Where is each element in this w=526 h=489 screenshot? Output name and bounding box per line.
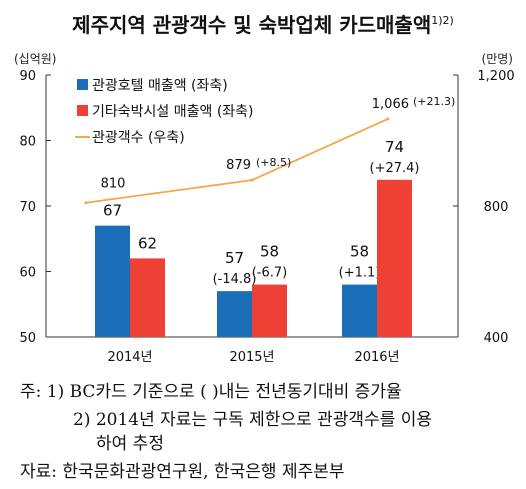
legend-label: 관광호텔 매출액 (좌축) — [92, 78, 228, 94]
line-label: 879 — [226, 158, 251, 173]
x-tick-label: 2016년 — [354, 350, 399, 365]
left-tick-label: 50 — [19, 331, 36, 346]
left-tick-label: 80 — [19, 135, 36, 150]
left-tick-label: 60 — [19, 266, 36, 281]
note-2: 2) 2014년 자료는 구독 제한으로 관광객수를 이용 — [73, 410, 433, 430]
line-label: 810 — [101, 177, 126, 192]
source-note: 자료: 한국문화관광연구원, 한국은행 제주본부 — [20, 462, 345, 482]
line-change-label: (+21.3) — [413, 95, 455, 108]
bar — [217, 291, 252, 337]
data-label: 62 — [138, 234, 157, 252]
data-label: 58 — [350, 243, 369, 261]
note-2-continued: 하여 추정 — [96, 434, 164, 454]
change-label: (+27.4) — [370, 161, 420, 176]
x-tick-label: 2014년 — [107, 350, 152, 365]
change-label: (-6.7) — [252, 266, 288, 281]
data-label: 58 — [260, 243, 279, 261]
right-tick-label: 800 — [484, 200, 509, 215]
line-point — [386, 117, 390, 121]
legend-label: 관광객수 (우축) — [92, 130, 185, 146]
change-label: (+1.1) — [339, 266, 381, 281]
data-label: 57 — [225, 249, 244, 267]
x-tick-label: 2015년 — [229, 350, 274, 365]
legend-swatch — [77, 79, 88, 90]
left-tick-label: 90 — [19, 69, 36, 84]
legend-swatch — [77, 105, 88, 116]
note-1: 주: 1) BC카드 기준으로 ( )내는 전년동기대비 증가율 — [20, 382, 402, 402]
chart: 제주지역 관광객수 및 숙박업체 카드매출액1)2) (십억원) (만명) 50 60 7… — [14, 13, 515, 365]
line-change-label: (+8.5) — [256, 156, 291, 169]
data-label: 74 — [385, 138, 404, 156]
line-point — [84, 201, 88, 205]
title-footnote-marker: 1)2) — [431, 14, 454, 27]
bar — [130, 258, 165, 337]
right-tick-label: 1,200 — [477, 69, 514, 84]
bar — [252, 284, 287, 337]
bar — [377, 179, 412, 337]
right-tick-label: 400 — [484, 331, 509, 346]
left-axis-unit: (십억원) — [14, 52, 56, 66]
change-label: (-14.8) — [213, 272, 257, 287]
data-label: 67 — [103, 202, 122, 220]
right-axis-unit: (만명) — [482, 52, 513, 66]
chart-title: 제주지역 관광객수 및 숙박업체 카드매출액1)2) — [72, 13, 454, 37]
legend-label: 기타숙박시설 매출액 (좌축) — [92, 104, 254, 120]
bar — [342, 284, 377, 337]
line-point — [250, 178, 254, 182]
left-tick-label: 70 — [19, 200, 36, 215]
bar — [95, 225, 130, 337]
line-label: 1,066 — [372, 97, 409, 112]
